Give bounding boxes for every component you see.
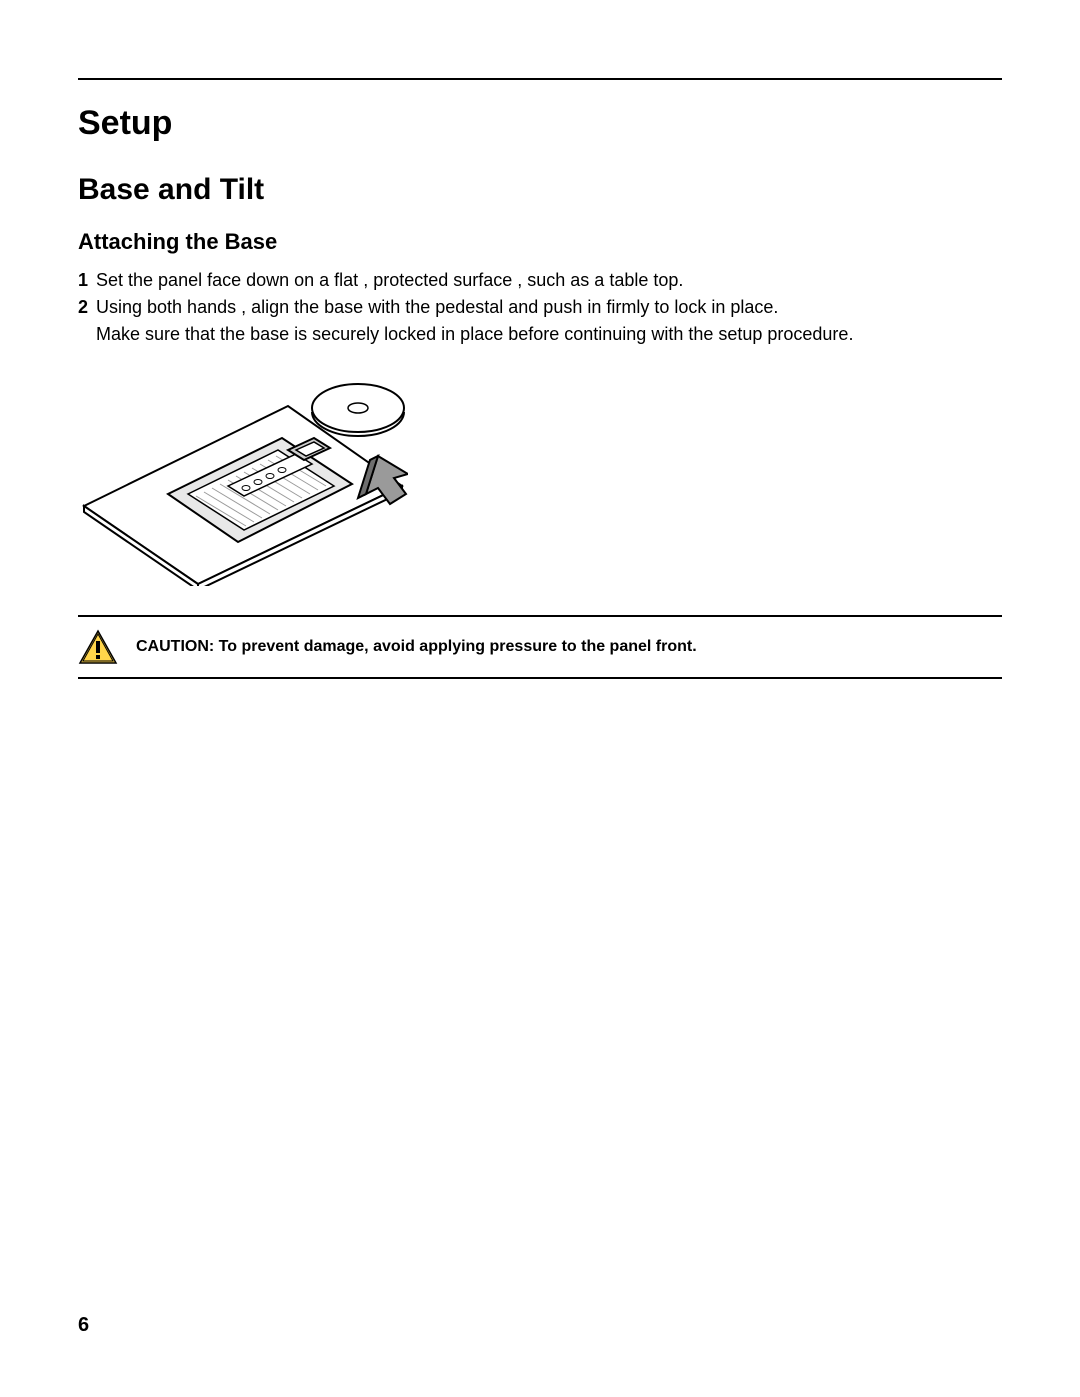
step-continuation: Make sure that the base is securely lock… [96, 321, 1002, 348]
step-number: 2 [78, 294, 96, 321]
step-number: 1 [78, 267, 96, 294]
page-number: 6 [78, 1314, 89, 1337]
caution-block: CAUTION: To prevent damage, avoid applyi… [78, 615, 1002, 679]
monitor-base-illustration [78, 366, 408, 586]
step-list: 1 Set the panel face down on a flat , pr… [78, 267, 1002, 348]
heading-base-and-tilt: Base and Tilt [78, 173, 1002, 207]
caution-triangle-icon [78, 629, 118, 665]
step-1: 1 Set the panel face down on a flat , pr… [78, 267, 1002, 294]
caution-text: CAUTION: To prevent damage, avoid applyi… [136, 638, 697, 656]
step-text: Using both hands , align the base with t… [96, 294, 1002, 321]
assembly-diagram [78, 366, 1002, 591]
heading-attaching-base: Attaching the Base [78, 229, 1002, 255]
document-page: Setup Base and Tilt Attaching the Base 1… [0, 0, 1080, 1397]
heading-setup: Setup [78, 104, 1002, 143]
step-text: Set the panel face down on a flat , prot… [96, 267, 1002, 294]
step-2: 2 Using both hands , align the base with… [78, 294, 1002, 321]
top-horizontal-rule [78, 78, 1002, 80]
base-disc-hub [348, 403, 368, 413]
